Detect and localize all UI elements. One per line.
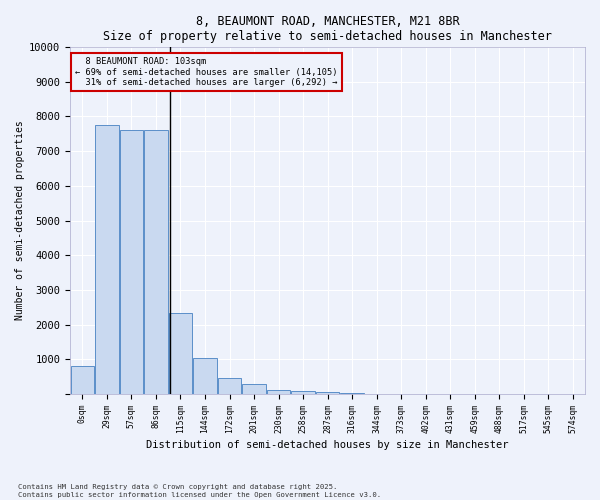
Bar bbox=[218, 378, 241, 394]
Bar bbox=[316, 392, 339, 394]
Bar bbox=[95, 125, 119, 394]
Bar bbox=[145, 130, 167, 394]
Bar bbox=[169, 312, 192, 394]
Y-axis label: Number of semi-detached properties: Number of semi-detached properties bbox=[15, 120, 25, 320]
Title: 8, BEAUMONT ROAD, MANCHESTER, M21 8BR
Size of property relative to semi-detached: 8, BEAUMONT ROAD, MANCHESTER, M21 8BR Si… bbox=[103, 15, 552, 43]
X-axis label: Distribution of semi-detached houses by size in Manchester: Distribution of semi-detached houses by … bbox=[146, 440, 509, 450]
Bar bbox=[292, 390, 314, 394]
Bar bbox=[71, 366, 94, 394]
Text: Contains HM Land Registry data © Crown copyright and database right 2025.
Contai: Contains HM Land Registry data © Crown c… bbox=[18, 484, 381, 498]
Bar bbox=[193, 358, 217, 394]
Bar bbox=[120, 130, 143, 394]
Bar bbox=[242, 384, 266, 394]
Bar bbox=[267, 390, 290, 394]
Text: 8 BEAUMONT ROAD: 103sqm
← 69% of semi-detached houses are smaller (14,105)
  31%: 8 BEAUMONT ROAD: 103sqm ← 69% of semi-de… bbox=[75, 58, 338, 87]
